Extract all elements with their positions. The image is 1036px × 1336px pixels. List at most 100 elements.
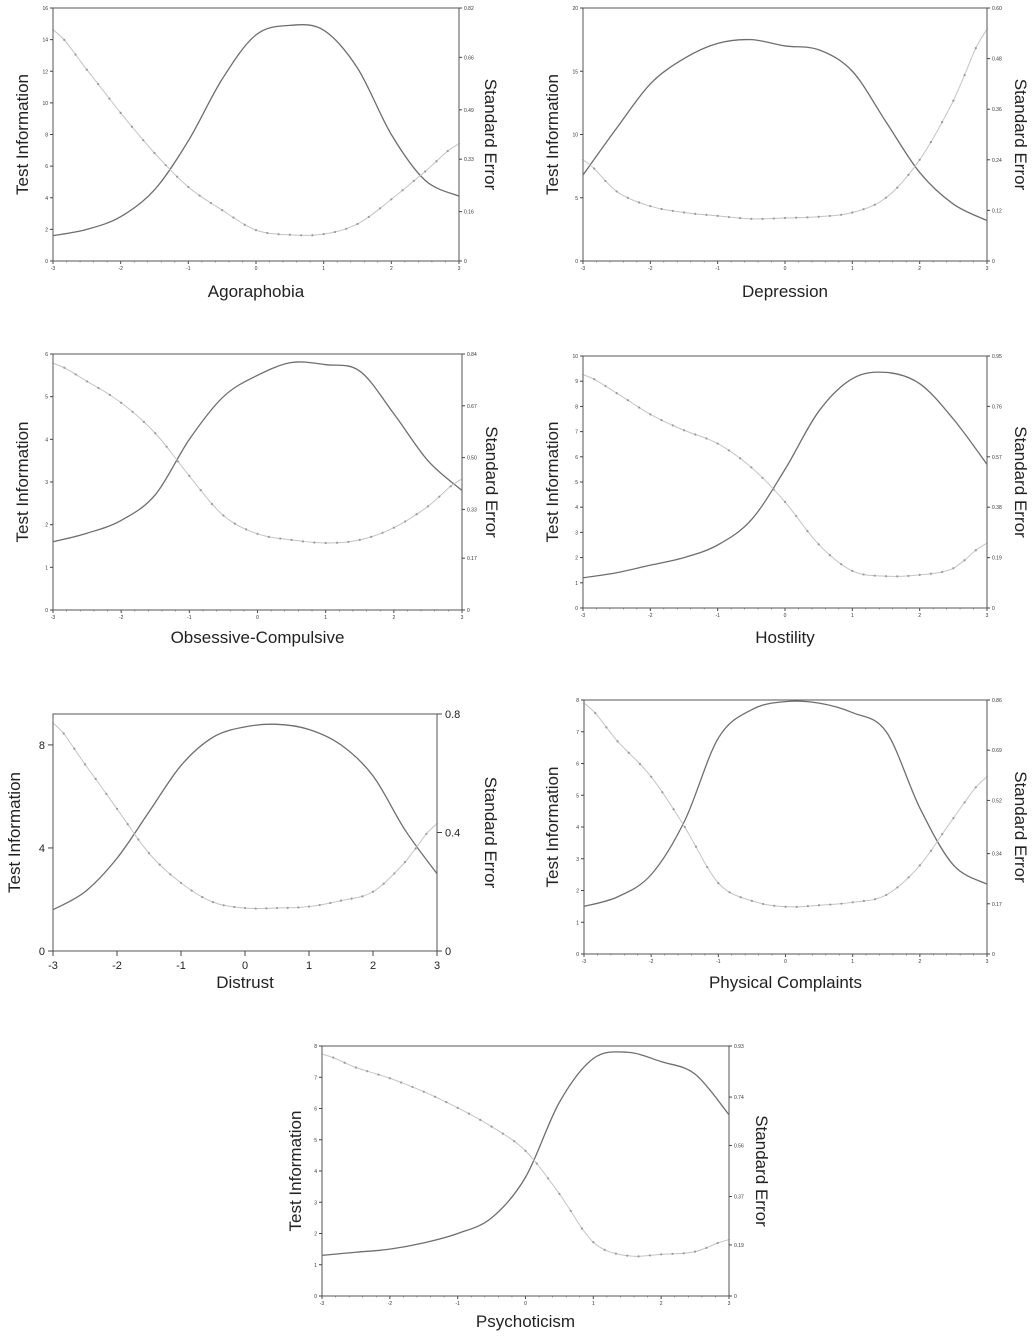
standard-error-point — [175, 175, 179, 178]
standard-error-point — [222, 514, 225, 517]
standard-error-point — [535, 1162, 538, 1165]
y2-tick-label: 0.49 — [464, 108, 474, 114]
standard-error-point — [637, 1255, 640, 1258]
standard-error-point — [862, 208, 865, 211]
standard-error-line — [583, 702, 988, 908]
standard-error-point — [896, 886, 899, 889]
y2-tick-label: 0.34 — [992, 852, 1002, 858]
standard-error-point — [569, 1209, 572, 1212]
y-tick-label: 14 — [42, 38, 48, 44]
standard-error-line — [582, 28, 988, 220]
y-tick-label: 7 — [575, 430, 578, 436]
standard-error-point — [211, 901, 215, 904]
standard-error-point — [762, 902, 765, 906]
x-tick-label: -2 — [388, 1301, 393, 1307]
standard-error-point — [929, 849, 933, 852]
standard-error-point — [460, 477, 464, 481]
x-axis-title: Hostility — [755, 628, 815, 647]
x-tick-label: -2 — [648, 266, 653, 272]
y-axis-title: Test Information — [5, 772, 24, 893]
y2-tick-label: 0.12 — [992, 208, 1002, 214]
test-information-line — [52, 723, 438, 911]
y2-tick-label: 0.48 — [992, 57, 1002, 63]
standard-error-point — [449, 485, 452, 488]
x-tick-label: -1 — [455, 1301, 460, 1307]
x-tick-label: -2 — [648, 613, 653, 619]
x-tick-label: 0 — [784, 613, 787, 619]
y2-axis-title: Standard Error — [481, 79, 500, 191]
y2-tick-label: 0.17 — [467, 556, 477, 562]
x-tick-label: 1 — [851, 613, 854, 619]
y2-tick-label: 0.33 — [467, 507, 477, 513]
chart-psychoticism: -3 -2 -1 0 1 2 301234567800.190.370.560.740.93… — [286, 1044, 771, 1331]
standard-error-point — [728, 891, 731, 894]
standard-error-point — [147, 852, 151, 855]
standard-error-point — [332, 1056, 335, 1059]
y2-tick-label: 0.93 — [734, 1044, 744, 1050]
standard-error-point — [176, 460, 180, 463]
y2-axis-title: Standard Error — [482, 426, 501, 538]
x-tick-label: -3 — [582, 959, 587, 965]
y-tick-label: 8 — [576, 698, 579, 704]
x-tick-label: -1 — [715, 613, 720, 619]
standard-error-point — [401, 189, 404, 192]
y2-tick-label: 0.50 — [467, 456, 477, 462]
y2-tick-label: 0.86 — [992, 698, 1002, 704]
y-tick-label: 5 — [314, 1138, 317, 1144]
test-information-line — [582, 371, 988, 579]
plot-frame — [52, 713, 438, 952]
standard-error-point — [817, 543, 820, 546]
standard-error-point — [393, 872, 396, 875]
standard-error-point — [290, 538, 293, 542]
y-tick-label: 15 — [572, 69, 578, 75]
standard-error-point — [626, 1254, 629, 1257]
standard-error-point — [672, 808, 675, 811]
standard-error-point — [97, 386, 100, 390]
x-tick-label: -3 — [51, 615, 56, 621]
standard-error-point — [694, 433, 697, 436]
x-tick-label: 3 — [986, 959, 989, 965]
x-axis-title: Obsessive-Compulsive — [171, 628, 345, 647]
standard-error-point — [671, 1252, 674, 1255]
x-tick-label: -2 — [649, 959, 654, 965]
standard-error-point — [862, 573, 865, 576]
x-tick-label: -3 — [581, 266, 586, 272]
standard-error-point — [62, 732, 65, 735]
y2-tick-label: 0.24 — [992, 158, 1002, 164]
standard-error-point — [974, 786, 977, 789]
standard-error-point — [941, 121, 944, 124]
standard-error-point — [615, 392, 618, 395]
standard-error-point — [457, 142, 461, 145]
standard-error-line — [321, 1053, 730, 1257]
y2-tick-label: 0.82 — [464, 6, 474, 12]
standard-error-point — [435, 822, 439, 825]
standard-error-point — [884, 196, 888, 199]
standard-error-point — [594, 711, 597, 715]
standard-error-point — [343, 1061, 346, 1064]
standard-error-point — [661, 791, 664, 794]
standard-error-point — [329, 901, 332, 905]
standard-error-point — [941, 833, 944, 836]
standard-error-point — [694, 845, 698, 848]
standard-error-point — [648, 1254, 651, 1257]
y-tick-label: 8 — [314, 1044, 317, 1050]
x-tick-label: 3 — [461, 615, 464, 621]
standard-error-point — [381, 531, 384, 534]
standard-error-point — [245, 528, 248, 531]
x-tick-label: 0 — [784, 959, 787, 965]
standard-error-point — [187, 185, 190, 189]
standard-error-point — [254, 907, 257, 910]
y-tick-label: 3 — [314, 1200, 317, 1206]
y2-tick-label: 0.36 — [992, 107, 1002, 113]
standard-error-point — [558, 1192, 561, 1195]
standard-error-point — [377, 1073, 380, 1076]
y-tick-label: 16 — [42, 6, 48, 12]
y-tick-label: 6 — [314, 1107, 317, 1113]
y-axis-title: Test Information — [543, 74, 562, 195]
standard-error-point — [256, 532, 259, 535]
x-tick-label: 0 — [256, 615, 259, 621]
standard-error-point — [638, 406, 641, 409]
standard-error-point — [593, 167, 596, 170]
standard-error-point — [456, 1106, 459, 1109]
standard-error-point — [783, 500, 787, 503]
